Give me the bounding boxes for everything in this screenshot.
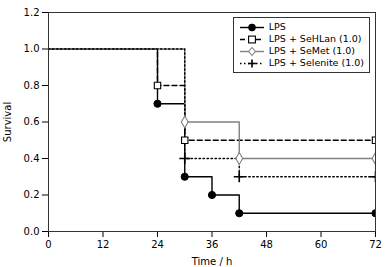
svg-text:0.4: 0.4 (24, 153, 40, 164)
svg-text:0.8: 0.8 (24, 80, 40, 91)
svg-text:72: 72 (369, 239, 382, 250)
svg-text:0.0: 0.0 (24, 226, 40, 237)
svg-text:1.0: 1.0 (24, 43, 40, 54)
svg-text:1.2: 1.2 (24, 7, 40, 18)
svg-text:0: 0 (45, 239, 51, 250)
svg-text:12: 12 (97, 239, 110, 250)
svg-text:24: 24 (151, 239, 164, 250)
svg-text:Survival: Survival (2, 102, 13, 142)
svg-text:Time / h: Time / h (191, 256, 233, 267)
svg-text:0.6: 0.6 (24, 116, 40, 127)
html-text:LPS + SeMet (1.0): LPS + SeMet (1.0) (268, 45, 355, 56)
svg-text:48: 48 (260, 239, 273, 250)
html-text:LPS: LPS (268, 21, 286, 32)
html-text:LPS + SeHLan (1.0): LPS + SeHLan (1.0) (268, 33, 362, 44)
svg-text:60: 60 (315, 239, 328, 250)
svg-text:0.2: 0.2 (24, 189, 40, 200)
svg-text:36: 36 (206, 239, 219, 250)
html-text:LPS + Selenite (1.0): LPS + Selenite (1.0) (268, 57, 364, 68)
